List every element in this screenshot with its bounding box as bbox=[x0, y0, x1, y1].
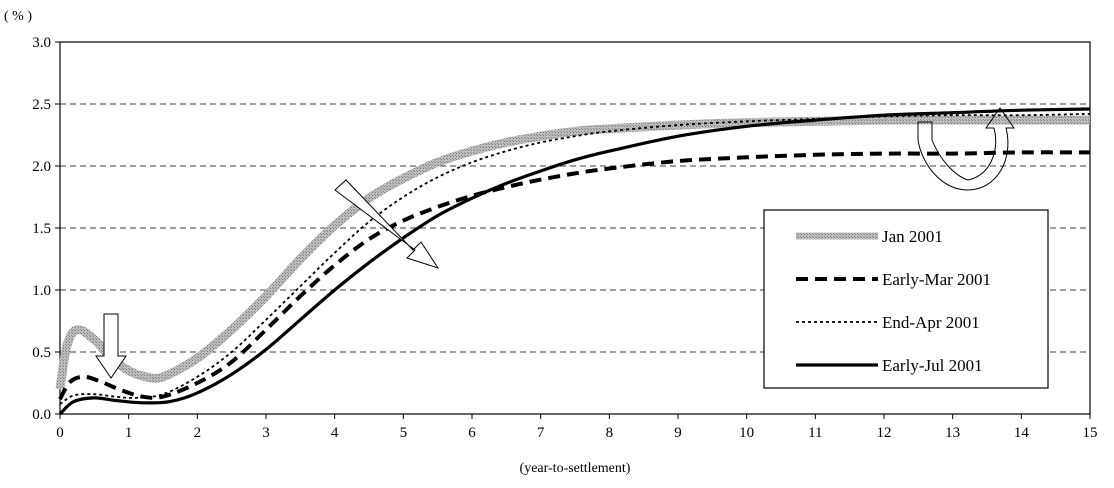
y-tick-label-5: 2.5 bbox=[32, 97, 51, 113]
x-tick-label-15: 15 bbox=[1083, 425, 1098, 441]
x-tick-label-10: 10 bbox=[739, 425, 754, 441]
x-tick-label-8: 8 bbox=[606, 425, 614, 441]
x-tick-label-2: 2 bbox=[194, 425, 202, 441]
x-tick-label-0: 0 bbox=[56, 425, 64, 441]
x-tick-label-13: 13 bbox=[945, 425, 960, 441]
series-line-1 bbox=[58, 150, 1091, 401]
legend-label-1: Early-Mar 2001 bbox=[882, 270, 991, 289]
x-tick-label-12: 12 bbox=[877, 425, 892, 441]
x-tick-label-4: 4 bbox=[331, 425, 339, 441]
x-tick-label-11: 11 bbox=[808, 425, 822, 441]
legend-label-3: Early-Jul 2001 bbox=[882, 356, 983, 375]
series-lines bbox=[55, 107, 1091, 416]
y-tick-label-0: 0.0 bbox=[32, 407, 51, 423]
x-tick-label-3: 3 bbox=[262, 425, 270, 441]
y-tick-label-1: 0.5 bbox=[32, 345, 51, 361]
x-tick-label-14: 14 bbox=[1014, 425, 1030, 441]
y-tick-label-6: 3.0 bbox=[32, 35, 51, 51]
y-axis: 0.0 0.5 1.0 1.5 2.0 2.5 3.0 bbox=[32, 35, 60, 423]
x-tick-label-9: 9 bbox=[674, 425, 682, 441]
x-axis-label: (year-to-settlement) bbox=[520, 461, 631, 476]
series-line-2 bbox=[59, 113, 1091, 405]
arrow-down-icon bbox=[95, 313, 127, 379]
y-tick-label-4: 2.0 bbox=[32, 159, 51, 175]
legend-label-0: Jan 2001 bbox=[882, 227, 943, 246]
x-tick-label-1: 1 bbox=[125, 425, 133, 441]
y-unit-label: ( % ) bbox=[4, 9, 32, 24]
x-tick-label-5: 5 bbox=[400, 425, 408, 441]
x-tick-label-6: 6 bbox=[468, 425, 476, 441]
y-tick-label-2: 1.0 bbox=[32, 283, 51, 299]
legend: Jan 2001 Early-Mar 2001 End-Apr 2001 Early-… bbox=[763, 209, 1049, 389]
y-tick-label-3: 1.5 bbox=[32, 221, 51, 237]
arrow-diagonal-icon bbox=[334, 179, 440, 269]
arrow-circular-icon bbox=[917, 107, 1015, 191]
legend-box bbox=[763, 209, 1049, 389]
series-line-3 bbox=[58, 107, 1091, 416]
legend-label-2: End-Apr 2001 bbox=[882, 313, 980, 332]
x-axis: 0 1 2 3 4 5 6 7 8 9 10 11 12 13 14 15 bbox=[56, 414, 1098, 441]
x-tick-label-7: 7 bbox=[537, 425, 545, 441]
